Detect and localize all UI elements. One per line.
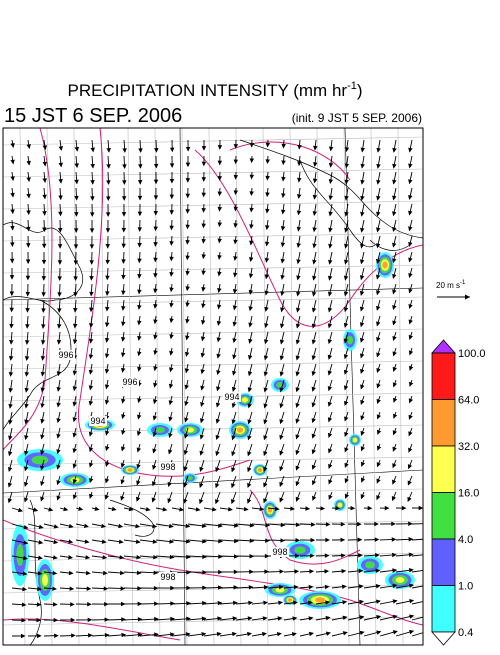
wind-arrow-head: [426, 599, 429, 602]
ref-sup: -1: [460, 280, 466, 286]
rain-cell: [155, 427, 165, 433]
wind-arrow-head: [426, 630, 429, 633]
rain-cell: [294, 546, 305, 553]
rain-cell: [16, 544, 23, 566]
colorbar-swatch: [432, 539, 455, 586]
rain-cell: [127, 468, 132, 472]
colorbar-label: 100.0: [458, 348, 486, 360]
colorbar-label: 64.0: [458, 395, 479, 407]
rain-cell: [237, 427, 243, 432]
colorbar-label: 32.0: [458, 441, 479, 453]
rain-cell: [288, 598, 292, 602]
contour-label: 994: [90, 416, 105, 426]
contour-label: 998: [160, 572, 175, 582]
colorbar-label: 16.0: [458, 488, 479, 500]
rain-cell: [32, 456, 49, 465]
title-main: PRECIPITATION INTENSITY (mm hr: [67, 81, 347, 100]
rain-cell: [396, 577, 405, 583]
colorbar-under: [432, 632, 455, 645]
contour-label: 998: [272, 547, 287, 557]
contour-label: 996: [58, 350, 73, 360]
ref-main: 20 m s: [436, 281, 460, 290]
wind-arrow-head: [426, 553, 429, 556]
reference-vector-label: 20 m s-1: [436, 280, 466, 290]
colorbar-swatch: [432, 353, 455, 400]
reference-vector-head: [465, 295, 470, 300]
wind-arrow-head: [426, 615, 429, 618]
colorbar-label: 4.0: [458, 534, 473, 546]
colorbar-label: 1.0: [458, 581, 473, 593]
rain-cell: [315, 597, 325, 602]
rain-cell: [242, 398, 248, 403]
valid-time: 15 JST 6 SEP. 2006: [4, 105, 182, 127]
rain-cell: [365, 561, 375, 568]
wind-arrow: [412, 523, 429, 524]
rain-cell: [42, 574, 48, 586]
rain-cell: [338, 503, 343, 508]
rain-cell: [353, 438, 358, 443]
wind-arrow-head: [426, 538, 429, 541]
colorbar: 100.0 64.0 32.0 16.0 4.0 1.0 0.4: [432, 340, 486, 645]
colorbar-swatch: [432, 586, 455, 633]
rain-cell: [258, 468, 262, 472]
colorbar-swatch: [432, 400, 455, 447]
contour-label: 998: [160, 462, 175, 472]
title: PRECIPITATION INTENSITY (mm hr-1): [67, 80, 362, 100]
wind-arrow-head: [425, 522, 428, 525]
wind-arrow-head: [426, 584, 429, 587]
colorbar-label: 0.4: [458, 627, 473, 639]
map: 996 996 994 998 994 998 998: [3, 128, 429, 645]
colorbar-swatch: [432, 446, 455, 493]
colorbar-swatch: [432, 493, 455, 540]
contour-label: 994: [224, 392, 239, 402]
title-end: ): [357, 81, 363, 100]
contour-label: 996: [122, 377, 137, 387]
title-sup: -1: [347, 80, 357, 92]
wind-arrow-head: [426, 568, 429, 571]
rain-cell: [382, 262, 387, 269]
colorbar-over: [432, 340, 455, 353]
init-time: (init. 9 JST 5 SEP. 2006): [292, 111, 422, 125]
